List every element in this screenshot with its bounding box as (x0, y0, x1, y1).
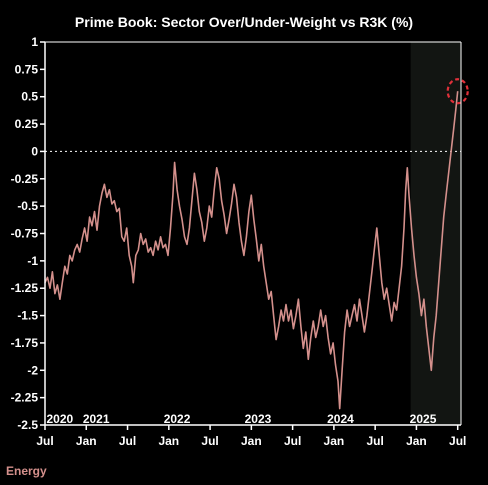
y-tick-label: -1 (27, 254, 38, 268)
year-label: 2022 (164, 412, 191, 426)
highlight-group (446, 78, 469, 105)
year-label: 2020 (47, 412, 74, 426)
y-tick-group: 1 0.75 0.5 0.25 0 -0.25 -0.5 -0.75 -1 -1.25 -1.5 -1… (11, 35, 45, 432)
year-label-group: 2020 2021 2022 2023 2024 2025 (47, 412, 437, 426)
series-line-group (44, 91, 459, 410)
year-label: 2021 (83, 412, 110, 426)
legend-group: Energy (6, 464, 47, 478)
y-tick-label: 1 (31, 35, 38, 49)
x-tick-label: Jul (201, 434, 218, 448)
x-tick-label: Jul (449, 434, 466, 448)
y-tick-label: -1.5 (17, 309, 38, 323)
y-tick-label: -0.25 (11, 172, 39, 186)
x-tick-label: Jan (158, 434, 179, 448)
year-label: 2025 (410, 412, 437, 426)
y-tick-label: -1.75 (11, 336, 39, 350)
y-tick-label: 0.25 (15, 117, 39, 131)
x-tick-group: Jul Jan Jul Jan Jul Jan Jul Jan Jul Jan Jul (36, 425, 466, 448)
legend-entry-energy: Energy (6, 464, 47, 478)
chart-title: Prime Book: Sector Over/Under-Weight vs … (75, 14, 413, 30)
year-label: 2023 (245, 412, 272, 426)
year-label: 2024 (327, 412, 354, 426)
y-tick-label: -2.5 (17, 418, 38, 432)
x-tick-label: Jul (366, 434, 383, 448)
x-tick-label: Jan (406, 434, 427, 448)
shaded-region (410, 42, 461, 425)
x-tick-label: Jul (284, 434, 301, 448)
series-line-energy (44, 91, 459, 410)
x-tick-label: Jan (76, 434, 97, 448)
axes-group (44, 41, 462, 426)
y-tick-label: -2.25 (11, 391, 39, 405)
x-tick-label: Jul (36, 434, 53, 448)
x-tick-label: Jul (119, 434, 136, 448)
y-tick-label: -0.75 (11, 227, 39, 241)
x-tick-label: Jan (241, 434, 262, 448)
y-tick-label: -1.25 (11, 281, 39, 295)
x-tick-label: Jan (324, 434, 345, 448)
y-tick-label: 0 (31, 144, 38, 158)
shaded-region-group (410, 42, 461, 425)
y-tick-label: -2 (27, 363, 38, 377)
y-tick-label: 0.5 (21, 90, 38, 104)
y-tick-label: 0.75 (15, 62, 39, 76)
highlight-circle (446, 78, 469, 105)
y-tick-label: -0.5 (17, 199, 38, 213)
